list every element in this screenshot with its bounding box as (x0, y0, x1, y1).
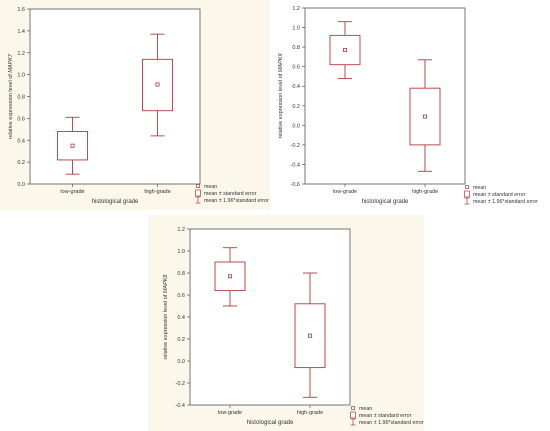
y-tick-label: 0.6 (292, 65, 300, 71)
y-tick-label: 1.2 (292, 6, 300, 12)
y-tick-label: 0.4 (177, 315, 185, 321)
mean-marker (70, 143, 75, 148)
y-tick-label: -0.2 (176, 381, 185, 387)
y-tick-label: 0.0 (17, 182, 25, 188)
chart-panel-mapk7: 0.0 0.2 0.4 0.6 0.8 1.0 1.2 1.4 1.6 low-grade high… (0, 0, 270, 210)
y-axis-label: relative expression level of MAPK7 (8, 53, 14, 139)
legend-label: mean ± standard error (473, 192, 526, 198)
y-tick-label: 0.2 (292, 104, 300, 110)
y-tick-label: 0.2 (177, 337, 185, 343)
mean-marker (155, 82, 160, 87)
y-axis-label-gene: MAPK7 (8, 53, 14, 73)
mean-marker (343, 48, 348, 53)
legend-label: mean (473, 185, 486, 191)
legend-se-symbol (195, 189, 201, 197)
chart-mapk8: -0.4 -0.2 0.0 0.2 0.4 0.6 0.8 1.0 1.2 low-grade hi… (163, 227, 424, 426)
chart-panel-mapk8: -0.4 -0.2 0.0 0.2 0.4 0.6 0.8 1.0 1.2 low-grade hi… (148, 215, 424, 431)
se-box (214, 261, 246, 292)
y-tick-label: 1.6 (17, 7, 25, 13)
legend-mean-symbol (465, 185, 469, 189)
y-tick-label: 0.4 (292, 84, 300, 90)
y-tick-label: 1.0 (17, 73, 25, 79)
y-tick-label: 0.8 (17, 95, 25, 101)
y-tick-label: 0.6 (177, 293, 185, 299)
y-axis-label-gene: MAPK8 (163, 274, 169, 294)
legend-se-symbol (350, 411, 356, 419)
chart-mapk7: 0.0 0.2 0.4 0.6 0.8 1.0 1.2 1.4 1.6 low-grade high… (8, 7, 269, 205)
x-tick-label: high-grade (297, 410, 323, 416)
legend-label: mean (204, 184, 217, 190)
plot-area (304, 7, 466, 185)
legend-se-symbol (464, 190, 470, 198)
y-axis-label: relative expression level of MAPK8 (163, 274, 169, 360)
box-low-grade (214, 247, 246, 307)
y-axis-label-prefix: relative expression level of (163, 293, 169, 359)
x-tick-label: low-grade (218, 410, 242, 416)
y-tick-label: 0.4 (17, 138, 25, 144)
legend-label: mean ± 1.96*standard error (359, 420, 424, 426)
plot-area (189, 228, 351, 406)
x-tick-label: high-grade (144, 189, 170, 195)
box-low-grade (329, 21, 361, 79)
y-tick-label: 1.2 (17, 51, 25, 57)
box-low-grade (57, 116, 88, 175)
y-tick-label: 0.0 (292, 123, 300, 129)
legend-label: mean ± standard error (204, 191, 257, 197)
box-high-grade (409, 59, 441, 172)
plot-area (29, 8, 201, 185)
legend-label: mean ± standard error (359, 413, 412, 419)
x-tick-label: high-grade (412, 189, 438, 195)
x-tick-label: low-grade (60, 189, 84, 195)
y-tick-label: 0.8 (177, 271, 185, 277)
y-tick-label: -0.4 (176, 403, 185, 409)
mean-marker (307, 333, 312, 338)
legend-label: mean (359, 406, 372, 412)
y-axis-label: relative expression level of MAPK9 (278, 54, 284, 139)
legend-mean-symbol (351, 406, 355, 410)
y-tick-label: 0.0 (177, 359, 185, 365)
y-tick-label: -0.4 (291, 162, 300, 168)
y-tick-label: 1.0 (177, 249, 185, 255)
box-high-grade (142, 33, 173, 137)
x-axis-label: histological grade (92, 199, 139, 205)
chart-mapk9: -0.6 -0.4 -0.2 0.0 0.2 0.4 0.6 0.8 1.0 1.2 low-gra… (278, 6, 538, 205)
y-tick-label: 0.8 (292, 45, 300, 51)
y-tick-label: 0.2 (17, 160, 25, 166)
y-axis-label-gene: MAPK9 (278, 54, 284, 73)
y-axis-label-prefix: relative expression level of (278, 72, 284, 138)
x-axis-label: histological grade (362, 199, 409, 205)
y-tick-label: 1.0 (292, 26, 300, 32)
box-high-grade (294, 272, 326, 398)
y-tick-label: 1.4 (17, 29, 25, 35)
x-axis-label: histological grade (247, 420, 294, 426)
legend-mean-symbol (196, 184, 200, 188)
y-tick-label: 0.6 (17, 116, 25, 122)
x-tick-label: low-grade (333, 189, 357, 195)
y-tick-label: -0.6 (291, 182, 300, 188)
chart-panel-mapk9: -0.6 -0.4 -0.2 0.0 0.2 0.4 0.6 0.8 1.0 1.2 low-gra… (272, 0, 550, 210)
mean-marker (228, 274, 233, 279)
mean-marker (422, 114, 427, 119)
y-axis-label-prefix: relative expression level of (8, 73, 14, 139)
legend-label: mean ± 1.96*standard error (473, 199, 538, 205)
y-tick-label: 1.2 (177, 227, 185, 233)
legend-label: mean ± 1.96*standard error (204, 198, 269, 204)
y-tick-label: -0.2 (291, 143, 300, 149)
